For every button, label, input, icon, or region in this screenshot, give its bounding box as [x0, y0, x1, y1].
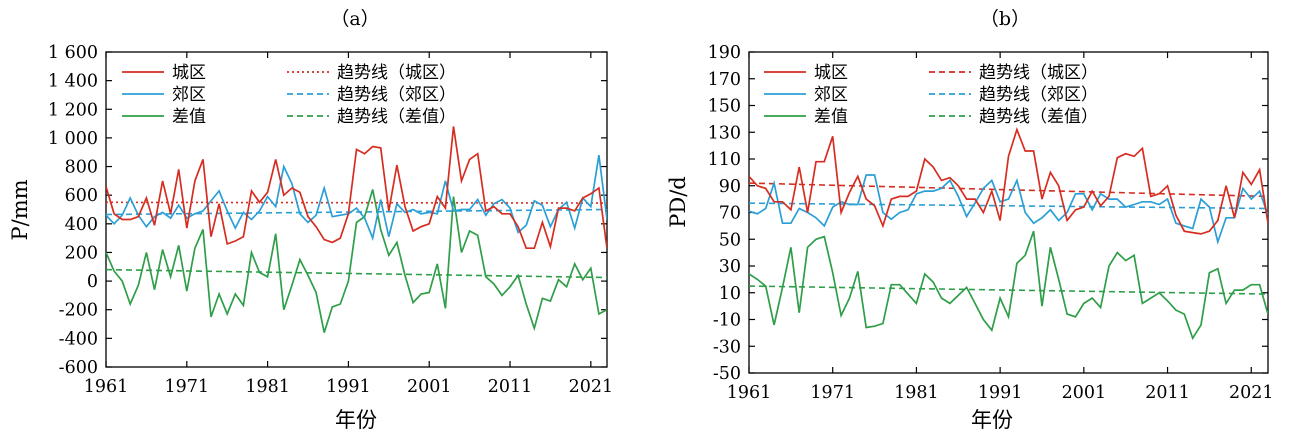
y-tick-label: 0: [87, 272, 98, 292]
x-tick-label: 1971: [810, 383, 855, 403]
chart-panel-a: （a） P/mm 年份 -600 -400 -200 0 200 400 600 800 1 0…: [8, 8, 614, 432]
y-tick-label: 200: [65, 243, 98, 263]
x-tick-label: 1961: [84, 377, 129, 397]
legend-label: 差值: [172, 107, 206, 127]
panel-label: （a）: [330, 8, 380, 30]
y-tick-label: -600: [59, 358, 98, 378]
x-axis-label: 年份: [971, 408, 1013, 432]
y-tick-label: 1 000: [48, 129, 98, 149]
y-tick-label: 130: [708, 123, 741, 143]
y-tick-label: -400: [59, 329, 98, 349]
x-tick-label: 2021: [569, 377, 614, 397]
trend-line: [749, 182, 1268, 198]
y-tick-label: -30: [713, 337, 741, 357]
y-tick-label: 170: [708, 70, 741, 90]
series-group: [106, 126, 607, 333]
legend-label: 趋势线（郊区）: [337, 85, 456, 105]
y-tick-label: -200: [59, 301, 98, 321]
legend-label: 郊区: [814, 85, 848, 105]
x-tick-label: 1971: [165, 377, 210, 397]
y-tick-label: 50: [719, 230, 741, 250]
y-tick-label: 90: [719, 177, 741, 197]
x-tick-label: 2011: [488, 377, 533, 397]
legend-label: 趋势线（差值）: [979, 107, 1098, 127]
x-tick-label: 1991: [326, 377, 371, 397]
legend-label: 趋势线（差值）: [337, 107, 456, 127]
y-tick-label: 1 600: [48, 43, 98, 63]
trend-line: [749, 202, 1268, 210]
x-tick-label: 2021: [1229, 383, 1274, 403]
plot-svg: -50 -30 -10 10 30 50 70 90 110 130 150 170 190 1961 19…: [708, 43, 1274, 403]
trend-line: [106, 201, 607, 204]
plot-svg: -600 -400 -200 0 200 400 600 800 1 000 1 200 1 400…: [48, 43, 614, 397]
x-tick-label: 1991: [978, 383, 1023, 403]
y-tick-label: 10: [719, 284, 741, 304]
y-tick-label: -50: [713, 364, 741, 384]
x-tick-label: 2001: [1062, 383, 1107, 403]
y-tick-label: 150: [708, 97, 741, 117]
y-tick-label: 190: [708, 43, 741, 63]
x-tick-label: 2001: [407, 377, 452, 397]
x-tick-label: 1961: [727, 383, 772, 403]
trend-line: [749, 285, 1268, 295]
series-line: [106, 126, 607, 250]
legend-label: 差值: [814, 107, 848, 127]
trend-line: [106, 268, 607, 279]
series-group: [749, 127, 1268, 341]
y-tick-label: 600: [65, 186, 98, 206]
chart-panel-b: （b） PD/d 年份 -50 -30 -10 10 30 50 70 90 110 130 150…: [650, 0, 1299, 444]
series-line: [749, 230, 1268, 341]
series-line: [749, 127, 1268, 235]
legend-label: 郊区: [172, 85, 206, 105]
y-tick-label: -10: [713, 311, 741, 331]
x-tick-label: 1981: [894, 383, 939, 403]
y-tick-label: 800: [65, 158, 98, 178]
y-tick-label: 1 400: [48, 72, 98, 92]
panel-label: （b）: [979, 8, 1031, 30]
legend-label: 趋势线（郊区）: [979, 85, 1098, 105]
y-tick-label: 70: [719, 204, 741, 224]
y-tick-label: 30: [719, 257, 741, 277]
legend-label: 趋势线（城区）: [337, 63, 456, 83]
legend-label: 城区: [814, 63, 848, 83]
y-tick-label: 400: [65, 215, 98, 235]
y-tick-label: 1 200: [48, 100, 98, 120]
x-tick-label: 2011: [1145, 383, 1190, 403]
series-line: [106, 189, 607, 333]
y-tick-label: 110: [708, 150, 741, 170]
legend-label: 趋势线（城区）: [979, 63, 1098, 83]
x-axis-label: 年份: [335, 408, 377, 432]
x-tick-label: 1981: [245, 377, 290, 397]
legend-label: 城区: [172, 63, 206, 83]
